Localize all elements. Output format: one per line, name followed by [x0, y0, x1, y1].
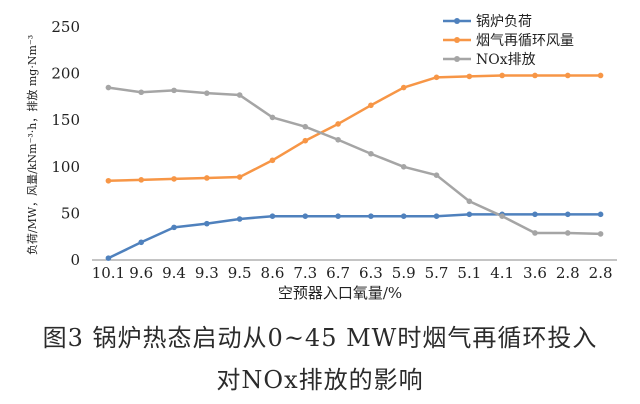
data-point — [368, 150, 374, 157]
figure-caption-line-1: 图3 锅炉热态启动从0~45 MW时烟气再循环投入 — [42, 324, 598, 352]
data-point — [466, 211, 473, 218]
data-point — [269, 114, 276, 121]
legend-marker — [454, 56, 460, 62]
data-point — [597, 231, 604, 237]
series-line — [108, 74, 601, 183]
data-point — [400, 164, 407, 170]
series-line — [107, 213, 601, 260]
data-point — [433, 74, 440, 81]
series-points — [105, 72, 604, 261]
x-tick-label: 9.6 — [129, 264, 153, 282]
x-tick-label: 4.1 — [490, 264, 514, 282]
data-point — [105, 84, 112, 91]
x-axis-title: 空预器入口氧量/% — [278, 284, 402, 302]
data-point — [564, 211, 571, 218]
data-point — [597, 211, 604, 218]
data-point — [269, 213, 276, 219]
x-tick-label: 6.3 — [359, 264, 383, 282]
x-tick-label: 9.3 — [195, 264, 219, 282]
data-point — [335, 136, 341, 143]
legend-label: NOx排放 — [476, 52, 536, 68]
x-tick-label: 9.4 — [162, 264, 186, 282]
x-tick-label: 9.5 — [228, 264, 252, 282]
data-point — [368, 102, 374, 109]
data-point — [105, 255, 112, 261]
data-point — [138, 239, 145, 246]
data-point — [532, 211, 538, 218]
data-point — [302, 123, 309, 130]
data-point — [400, 84, 407, 91]
data-point — [564, 230, 571, 236]
data-point — [138, 177, 145, 183]
y-tick-label: 50 — [61, 204, 80, 222]
x-tick-label: 5.1 — [457, 264, 481, 282]
data-point — [236, 174, 243, 180]
data-point — [204, 175, 210, 181]
data-point — [105, 177, 112, 184]
data-point — [171, 224, 177, 231]
data-point — [532, 230, 538, 236]
y-tick-label: 200 — [51, 65, 80, 83]
x-tick-label: 7.3 — [293, 264, 317, 282]
legend-label: 锅炉负荷 — [476, 14, 532, 30]
data-point — [466, 73, 473, 80]
legend-marker — [454, 18, 460, 24]
data-point — [236, 216, 243, 222]
data-point — [564, 72, 571, 79]
figure-caption-line-2: 对NOx排放的影响 — [216, 366, 424, 394]
data-point — [204, 90, 210, 96]
data-point — [204, 220, 210, 227]
series-line — [108, 86, 601, 236]
data-point — [269, 157, 276, 164]
y-tick-label: 100 — [51, 158, 80, 176]
data-point — [236, 92, 243, 98]
y-tick-label: 250 — [51, 18, 80, 36]
x-tick-label: 10.1 — [92, 264, 125, 282]
data-point — [171, 87, 177, 94]
x-tick-label: 3.6 — [523, 264, 547, 282]
x-tick-label: 2.8 — [556, 264, 580, 282]
data-point — [433, 213, 440, 219]
data-point — [499, 72, 505, 79]
data-point — [532, 72, 538, 79]
data-point — [335, 121, 341, 127]
data-point — [466, 198, 473, 205]
x-tick-label: 5.9 — [392, 264, 416, 282]
data-point — [138, 89, 145, 96]
data-point — [499, 213, 505, 219]
y-tick-label: 150 — [51, 111, 80, 129]
legend-marker — [454, 37, 460, 43]
y-tick-label: 0 — [70, 251, 80, 269]
data-point — [400, 213, 407, 219]
y-axis-tick-labels: 0 50 100 150 200 250 — [51, 18, 80, 269]
y-axis-title: 负荷/MW，风量/kNm⁻³·h，排放 mg·Nm⁻³ — [25, 35, 39, 255]
data-point — [302, 137, 309, 144]
data-point — [597, 72, 604, 79]
x-tick-label: 2.8 — [589, 264, 613, 282]
series-lines — [107, 74, 601, 260]
chart: 0 50 100 150 200 250 10.1 9.6 9.4 9.3 9.5 8.6 7.3 6.… — [25, 14, 617, 302]
data-point — [171, 176, 177, 182]
data-point — [335, 213, 341, 219]
data-point — [433, 172, 440, 178]
data-point — [302, 213, 309, 219]
x-tick-label: 5.7 — [425, 264, 449, 282]
x-axis-tick-labels: 10.1 9.6 9.4 9.3 9.5 8.6 7.3 6.7 6.3 5.9 5.7 5.1 4.1… — [92, 264, 613, 282]
x-tick-label: 6.7 — [326, 264, 350, 282]
x-tick-label: 8.6 — [261, 264, 285, 282]
data-point — [368, 213, 374, 219]
legend-label: 烟气再循环风量 — [476, 33, 574, 49]
